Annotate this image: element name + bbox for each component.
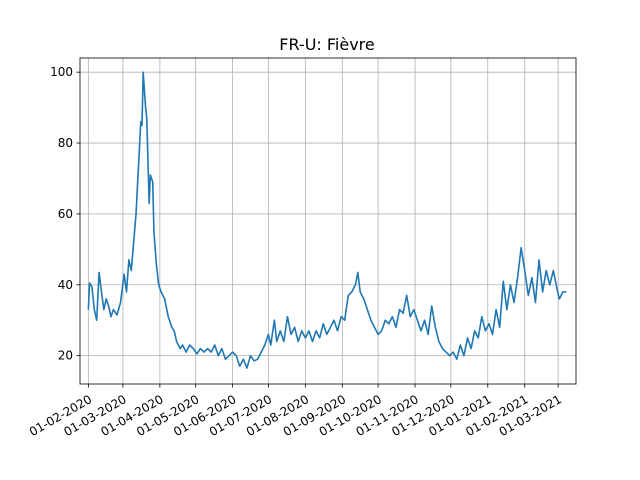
y-tick-label: 80 <box>58 136 73 150</box>
y-tick-label: 60 <box>58 207 73 221</box>
y-tick-label: 100 <box>50 65 73 79</box>
x-axis: 01-02-202001-03-202001-04-202001-05-2020… <box>27 384 564 439</box>
grid-lines <box>80 58 576 384</box>
y-axis: 20 40 60 80 100 <box>50 65 80 363</box>
series-group <box>87 71 567 369</box>
plot-frame <box>79 57 577 385</box>
y-tick-label: 20 <box>58 349 73 363</box>
y-tick-label: 40 <box>58 278 73 292</box>
chart-title: FR-U: Fièvre <box>279 35 375 54</box>
series-line <box>87 71 567 369</box>
